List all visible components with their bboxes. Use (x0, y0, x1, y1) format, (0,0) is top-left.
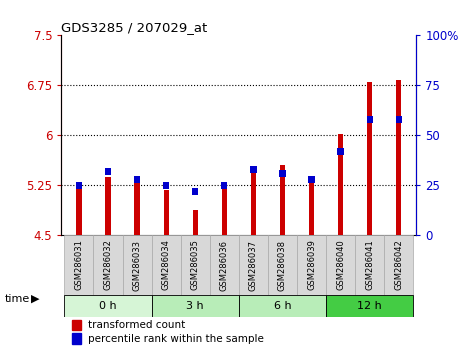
Text: 0 h: 0 h (99, 301, 117, 311)
Bar (221, 182, 228, 189)
Bar (280, 165, 285, 235)
Bar (105, 177, 111, 235)
Text: 3 h: 3 h (186, 301, 204, 311)
Bar (239, 295, 326, 317)
Bar (338, 134, 343, 235)
Text: ▶: ▶ (31, 294, 39, 304)
Text: time: time (5, 294, 30, 304)
Text: GSM286042: GSM286042 (394, 240, 403, 290)
Text: GSM286035: GSM286035 (191, 240, 200, 291)
FancyBboxPatch shape (94, 235, 123, 295)
Text: transformed count: transformed count (88, 320, 185, 330)
FancyBboxPatch shape (384, 235, 413, 295)
Text: 6 h: 6 h (274, 301, 291, 311)
Bar (367, 82, 372, 235)
FancyBboxPatch shape (210, 235, 239, 295)
Bar (105, 167, 111, 175)
Bar (163, 182, 169, 189)
FancyBboxPatch shape (297, 235, 326, 295)
Bar (338, 148, 344, 155)
Text: GSM286036: GSM286036 (220, 240, 229, 291)
Text: GSM286031: GSM286031 (74, 240, 83, 291)
Bar (251, 167, 256, 235)
FancyBboxPatch shape (152, 235, 181, 295)
Text: GSM286033: GSM286033 (132, 240, 141, 291)
Bar (309, 177, 314, 235)
Text: GSM286040: GSM286040 (336, 240, 345, 290)
FancyBboxPatch shape (123, 235, 152, 295)
Bar (280, 170, 286, 177)
Bar (72, 320, 81, 330)
Text: GDS3285 / 207029_at: GDS3285 / 207029_at (61, 21, 208, 34)
Bar (396, 80, 402, 235)
Bar (76, 187, 81, 235)
Bar (134, 176, 140, 183)
FancyBboxPatch shape (64, 235, 94, 295)
Bar (192, 188, 198, 195)
Text: 12 h: 12 h (357, 301, 382, 311)
Bar (395, 116, 402, 123)
FancyBboxPatch shape (268, 235, 297, 295)
Text: GSM286041: GSM286041 (365, 240, 374, 290)
Text: GSM286032: GSM286032 (104, 240, 113, 291)
FancyBboxPatch shape (239, 235, 268, 295)
FancyBboxPatch shape (326, 235, 355, 295)
Bar (308, 176, 315, 183)
FancyBboxPatch shape (355, 235, 384, 295)
Bar (326, 295, 413, 317)
Bar (164, 190, 169, 235)
Text: GSM286034: GSM286034 (162, 240, 171, 291)
FancyBboxPatch shape (181, 235, 210, 295)
Text: percentile rank within the sample: percentile rank within the sample (88, 334, 264, 344)
Bar (193, 210, 198, 235)
Bar (76, 182, 82, 189)
Bar (72, 333, 81, 344)
Text: GSM286037: GSM286037 (249, 240, 258, 291)
Text: GSM286038: GSM286038 (278, 240, 287, 291)
Bar (367, 116, 373, 123)
Bar (222, 188, 227, 235)
Bar (134, 182, 140, 235)
Bar (64, 295, 152, 317)
Bar (250, 166, 256, 173)
Bar (152, 295, 239, 317)
Text: GSM286039: GSM286039 (307, 240, 316, 291)
